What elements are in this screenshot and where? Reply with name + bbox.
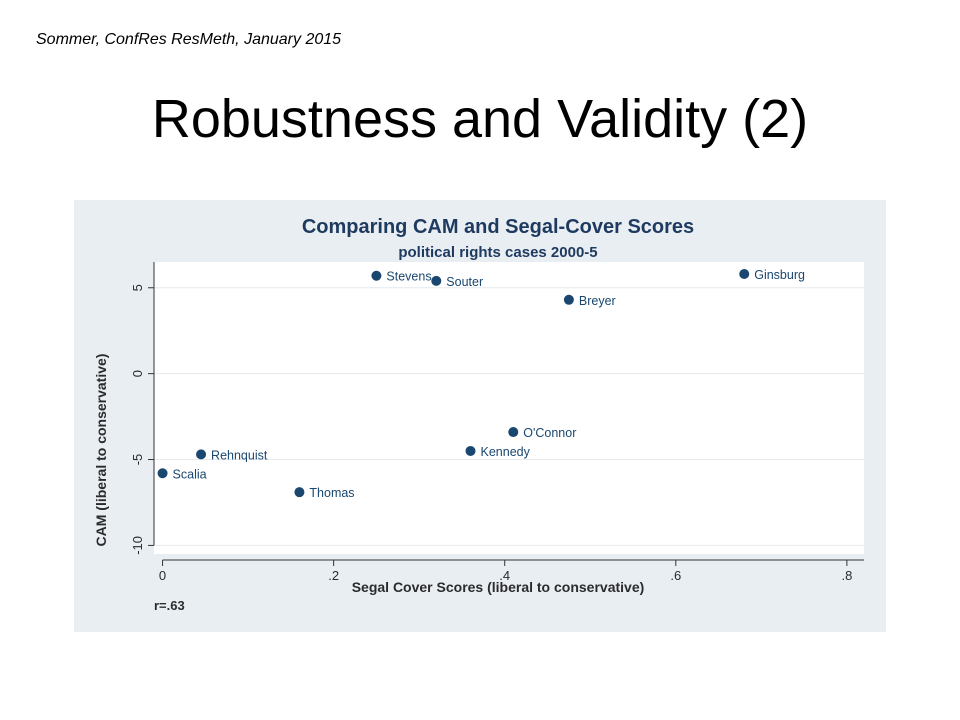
data-points: Stevens Souter Ginsburg Breyer O'Connor Kenne… [157, 268, 805, 500]
data-point [465, 445, 476, 456]
data-point [739, 269, 750, 280]
y-tick-label: -5 [130, 454, 145, 466]
chart-title: Comparing CAM and Segal-Cover Scores [302, 216, 694, 238]
data-point-label: O'Connor [523, 426, 576, 440]
axes: -10 -5 0 5 0 .2 .4 .6 .8 [130, 262, 864, 583]
data-point-label: Souter [446, 275, 483, 289]
data-point-label: Breyer [579, 294, 616, 308]
y-tick-label: 0 [130, 370, 145, 377]
y-tick-label: 5 [130, 284, 145, 291]
slide-title: Robustness and Validity (2) [151, 89, 809, 149]
data-point-label: Rehnquist [211, 448, 268, 462]
slide-header: Sommer, ConfRes ResMeth, January 2015 [36, 31, 342, 48]
data-point-label: Ginsburg [754, 268, 805, 282]
data-point [508, 427, 519, 438]
scatter-chart: Comparing CAM and Segal-Cover Scores pol… [74, 200, 886, 632]
x-tick-label: 0 [159, 568, 166, 583]
y-tick-label: -10 [130, 536, 145, 555]
data-point [563, 294, 574, 305]
y-axis-label: CAM (liberal to conservative) [93, 354, 109, 547]
chart-subtitle: political rights cases 2000-5 [398, 244, 597, 261]
x-axis-label: Segal Cover Scores (liberal to conservat… [352, 579, 645, 595]
correlation-note: r=.63 [154, 598, 185, 613]
data-point [196, 449, 207, 460]
data-point [431, 275, 442, 286]
x-tick-label: .2 [328, 568, 339, 583]
data-point [157, 468, 168, 479]
grid-lines [154, 287, 864, 546]
x-tick-label: .8 [841, 568, 852, 583]
x-tick-label: .6 [670, 568, 681, 583]
data-point [294, 487, 305, 498]
data-point-label: Scalia [173, 467, 207, 481]
scatter-chart-figure: Comparing CAM and Segal-Cover Scores pol… [74, 200, 886, 632]
x-tick-label: .4 [499, 568, 510, 583]
data-point-label: Thomas [309, 486, 354, 500]
plot-area [154, 262, 864, 554]
data-point-label: Kennedy [481, 445, 531, 459]
data-point [371, 270, 382, 281]
data-point-label: Stevens [386, 270, 431, 284]
